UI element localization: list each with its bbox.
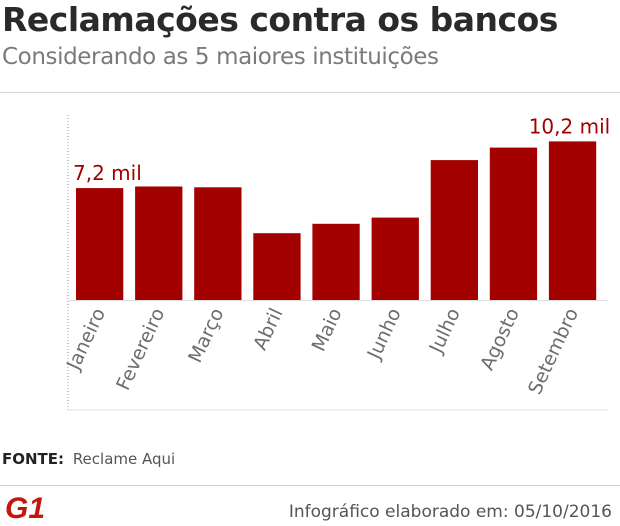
- x-tick-label: Julho: [425, 305, 465, 357]
- data-label: 7,2 mil: [73, 161, 142, 185]
- bar-julho: [430, 160, 478, 300]
- x-tick-label: Agosto: [476, 305, 524, 374]
- bar-agosto: [489, 147, 538, 300]
- source-value: Reclame Aqui: [72, 450, 176, 468]
- bar-janeiro: [76, 188, 124, 300]
- g1-logo-text: G1: [5, 492, 44, 522]
- x-tick-label: Abril: [249, 305, 287, 354]
- source-line: FONTE: Reclame Aqui: [2, 450, 175, 468]
- bar-maro: [194, 187, 242, 300]
- source-label: FONTE:: [2, 450, 65, 468]
- x-tick-label: Setembro: [524, 305, 583, 398]
- bar-fevereiro: [135, 186, 183, 300]
- bar-junho: [371, 217, 419, 300]
- bar-chart: Janeiro Fevereiro Março Abril Maio Junho Julho…: [62, 114, 610, 411]
- chart-title: Reclamações contra os bancos: [2, 0, 558, 39]
- g1-logo: G1: [5, 492, 44, 522]
- bar-setembro: [548, 141, 597, 300]
- bar-maio: [312, 223, 360, 300]
- bar-abril: [253, 233, 301, 300]
- x-tick-label: Junho: [363, 305, 406, 364]
- data-label: 10,2 mil: [529, 114, 610, 138]
- top-divider: [0, 92, 620, 93]
- x-tick-label: Fevereiro: [112, 305, 169, 394]
- bottom-divider: [0, 485, 620, 486]
- chart-subtitle: Considerando as 5 maiores instituições: [2, 44, 439, 70]
- x-tick-label: Março: [184, 305, 228, 366]
- infographic-date-note: Infográfico elaborado em: 05/10/2016: [288, 502, 612, 522]
- x-tick-label: Maio: [308, 305, 347, 355]
- x-tick-label: Janeiro: [62, 305, 110, 374]
